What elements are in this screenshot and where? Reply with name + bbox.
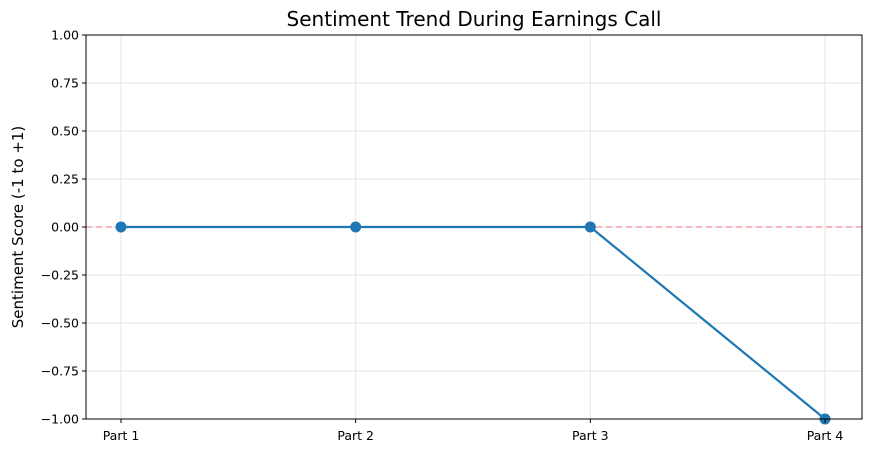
y-tick-label: 0.25 [51, 172, 79, 187]
y-tick-label: 0.75 [51, 76, 79, 91]
series-line [121, 225, 826, 420]
series-group [115, 221, 831, 425]
y-tick-label: −1.00 [41, 412, 79, 427]
y-tick-label: −0.75 [41, 364, 79, 379]
data-point [584, 221, 596, 233]
x-tick-label: Part 2 [337, 428, 374, 443]
y-tick-label: −0.25 [41, 268, 79, 283]
y-tick-label: 0.50 [51, 124, 79, 139]
y-axis-label: Sentiment Score (-1 to +1) [9, 126, 27, 328]
chart-title: Sentiment Trend During Earnings Call [287, 7, 662, 31]
axis-ticks: 1.00 0.75 0.50 0.25 0.00 −0.25 −0.50 −0.75 −1.00… [41, 28, 844, 444]
x-tick-label: Part 3 [572, 428, 609, 443]
y-tick-label: 1.00 [51, 28, 79, 43]
x-tick-label: Part 4 [807, 428, 844, 443]
x-tick-label: Part 1 [103, 428, 140, 443]
y-tick-label: 0.00 [51, 220, 79, 235]
data-point [350, 221, 362, 233]
y-tick-label: −0.50 [41, 316, 79, 331]
data-point [115, 221, 127, 233]
